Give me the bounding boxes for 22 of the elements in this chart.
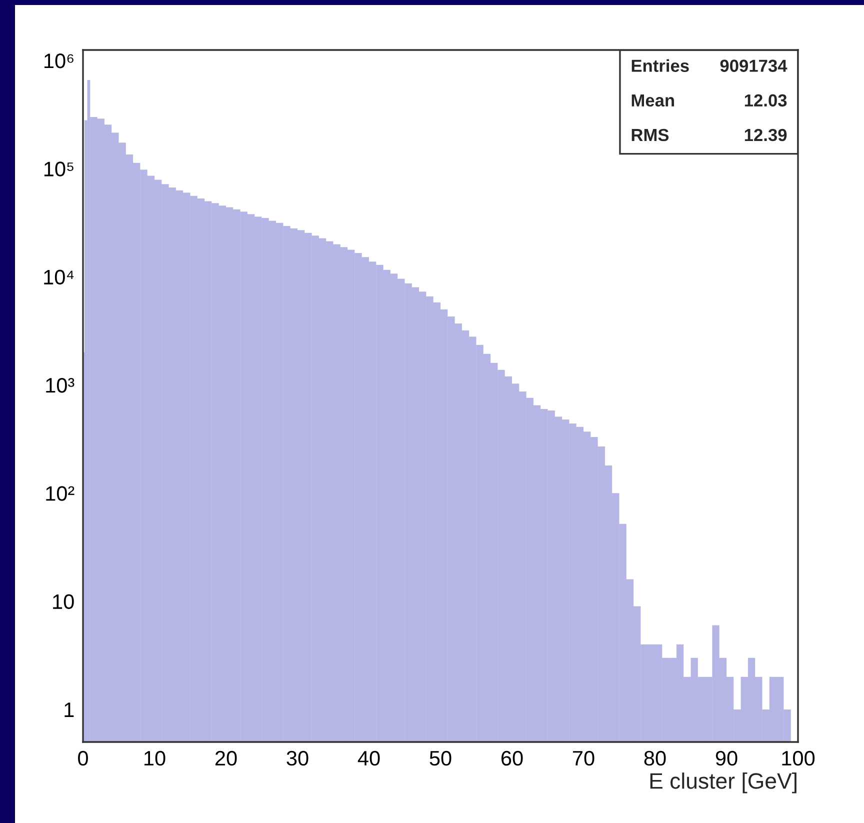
x-axis-title: E cluster [GeV] <box>650 772 796 794</box>
x-tick-label: 40 <box>358 750 380 766</box>
x-tick-label: 20 <box>215 750 237 766</box>
text: Entries 9091734 <box>632 59 788 72</box>
x-tick-label: 0 <box>78 750 88 766</box>
x-tick-label: 60 <box>501 750 523 766</box>
y-tick-label: 1 <box>64 702 74 717</box>
x-tick-label: 10 <box>144 750 166 766</box>
y-tick-label: 10³ <box>46 378 74 393</box>
x-tick-label: 90 <box>716 750 738 766</box>
y-tick-label: 10² <box>46 486 74 501</box>
x-tick-label: 100 <box>782 750 815 766</box>
x-tick-label: 50 <box>430 750 452 766</box>
x-tick-label: 80 <box>644 750 666 766</box>
text: Mean 12.03 <box>632 94 787 107</box>
x-tick-label: 70 <box>572 750 594 766</box>
y-tick-label: 10⁴ <box>44 270 74 285</box>
y-tick-label: 10 <box>53 594 74 610</box>
x-tick-label: 30 <box>286 750 308 766</box>
y-tick-label: 10⁶ <box>44 53 74 68</box>
text: RMS 12.39 <box>632 128 787 142</box>
y-tick-label: 10⁵ <box>44 162 74 176</box>
